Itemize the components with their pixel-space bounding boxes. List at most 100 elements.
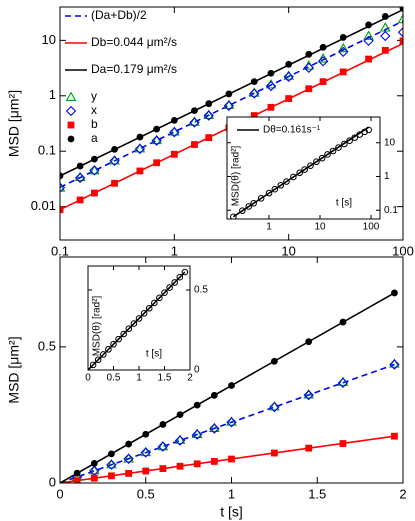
marker bbox=[339, 318, 347, 326]
marker bbox=[203, 109, 215, 119]
marker bbox=[391, 432, 398, 440]
marker bbox=[301, 166, 308, 173]
marker bbox=[193, 460, 201, 468]
x-tick-label: 0.5 bbox=[137, 486, 155, 501]
marker bbox=[257, 195, 265, 202]
marker bbox=[123, 453, 134, 464]
legend-label: Da=0.179 μm²/s bbox=[91, 62, 177, 76]
y-tick-label: 1 bbox=[384, 171, 390, 182]
marker bbox=[285, 60, 293, 68]
y-tick-label: 0.1 bbox=[384, 205, 398, 216]
marker bbox=[73, 469, 81, 477]
marker bbox=[337, 376, 349, 386]
legend-label: Dθ=0.161s⁻¹ bbox=[263, 125, 321, 136]
marker bbox=[337, 377, 349, 388]
x-tick-label: 10 bbox=[281, 243, 295, 258]
x-axis-label: t [s] bbox=[146, 349, 162, 360]
marker bbox=[209, 422, 220, 432]
marker bbox=[397, 27, 403, 38]
y-tick-label: 10 bbox=[42, 32, 56, 47]
marker bbox=[91, 155, 98, 163]
x-tick-label: 100 bbox=[363, 222, 380, 233]
marker bbox=[60, 206, 64, 214]
plot-frame bbox=[59, 6, 404, 241]
marker bbox=[166, 284, 173, 291]
legend-label: x bbox=[91, 103, 97, 117]
marker bbox=[123, 452, 134, 463]
y-tick-label: 10 bbox=[384, 137, 396, 148]
marker bbox=[159, 421, 167, 428]
marker bbox=[157, 441, 169, 452]
marker bbox=[73, 477, 81, 483]
y-tick-label: 0.01 bbox=[31, 198, 56, 213]
marker bbox=[317, 56, 329, 67]
marker bbox=[303, 389, 314, 401]
marker bbox=[361, 128, 368, 136]
x-axis-label: t [s] bbox=[220, 504, 243, 520]
plot-frame bbox=[87, 265, 191, 371]
x-tick-label: 1 bbox=[266, 222, 272, 233]
marker bbox=[170, 150, 178, 158]
marker bbox=[397, 13, 403, 24]
marker bbox=[176, 411, 184, 419]
marker bbox=[65, 105, 77, 117]
marker bbox=[125, 470, 132, 477]
x-tick-label: 1.5 bbox=[158, 373, 172, 384]
marker bbox=[210, 458, 218, 465]
marker bbox=[169, 127, 180, 138]
marker bbox=[210, 391, 218, 399]
marker bbox=[176, 462, 184, 470]
marker bbox=[153, 159, 161, 167]
marker bbox=[174, 434, 186, 444]
marker bbox=[296, 169, 304, 177]
marker bbox=[365, 21, 372, 29]
x-tick-label: 2 bbox=[399, 486, 406, 501]
marker bbox=[60, 172, 64, 180]
marker bbox=[105, 346, 112, 353]
marker bbox=[269, 401, 280, 413]
plot-content bbox=[88, 268, 189, 370]
y-tick-label: 0 bbox=[194, 365, 200, 376]
marker bbox=[136, 133, 144, 141]
marker bbox=[223, 100, 235, 111]
marker bbox=[239, 207, 246, 214]
marker bbox=[270, 449, 278, 457]
marker bbox=[74, 172, 86, 184]
x-tick-label: 1 bbox=[171, 243, 178, 258]
marker bbox=[205, 100, 213, 108]
marker bbox=[339, 68, 347, 76]
marker bbox=[88, 464, 100, 475]
marker bbox=[381, 13, 389, 20]
marker bbox=[130, 320, 138, 327]
x-tick-label: 1 bbox=[228, 486, 235, 501]
marker bbox=[319, 78, 327, 86]
marker bbox=[168, 126, 180, 136]
marker bbox=[351, 134, 359, 141]
panel: 0 0.5 1 1.5 200.5t [s]MSD [μm²] bbox=[6, 256, 407, 520]
marker bbox=[389, 359, 400, 370]
x-tick-label: 1.5 bbox=[308, 486, 326, 501]
plot-content bbox=[60, 7, 403, 214]
marker bbox=[318, 154, 326, 162]
marker bbox=[140, 447, 151, 458]
marker bbox=[245, 203, 253, 210]
marker bbox=[151, 135, 162, 146]
marker bbox=[399, 7, 403, 12]
marker bbox=[125, 325, 133, 333]
marker bbox=[142, 430, 150, 438]
marker bbox=[356, 131, 364, 138]
marker bbox=[191, 141, 198, 148]
marker bbox=[100, 351, 107, 358]
marker bbox=[389, 358, 400, 368]
marker bbox=[337, 42, 349, 53]
marker bbox=[157, 440, 169, 451]
marker bbox=[267, 69, 275, 77]
marker bbox=[171, 279, 178, 286]
marker bbox=[283, 71, 294, 82]
marker bbox=[305, 338, 313, 346]
legend-label: (Da+Db)/2 bbox=[91, 8, 147, 22]
marker bbox=[151, 299, 158, 307]
marker bbox=[89, 165, 100, 176]
marker bbox=[250, 199, 257, 207]
